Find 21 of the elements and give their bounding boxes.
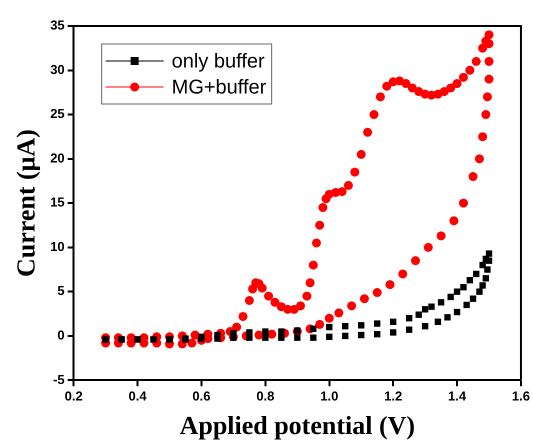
x-tick-label: 1.6 — [512, 388, 530, 404]
x-tick-label: 0.2 — [64, 388, 83, 404]
x-tick-label: 0.8 — [256, 388, 274, 404]
x-tick-label: 1.4 — [448, 388, 467, 404]
y-tick-label: 10 — [50, 238, 65, 254]
y-tick-label: 5 — [57, 283, 65, 298]
x-tick-label: 0.4 — [128, 388, 148, 404]
y-tick-label: 30 — [50, 62, 65, 77]
x-tick-label: 1.0 — [320, 388, 338, 404]
y-tick-label: -5 — [53, 372, 65, 387]
y-tick-label: 20 — [50, 150, 65, 166]
x-axis-title: Applied potential (V) — [180, 411, 416, 440]
x-tick-label: 0.6 — [192, 388, 210, 404]
legend-label: only buffer — [172, 50, 266, 73]
y-axis-title: Current (μA) — [11, 129, 40, 278]
legend-label: MG+buffer — [172, 76, 267, 99]
y-tick-label: 15 — [50, 194, 65, 210]
x-tick-label: 1.2 — [384, 388, 402, 404]
y-tick-label: 25 — [50, 106, 65, 122]
y-tick-label: 35 — [50, 18, 65, 33]
y-tick-label: 0 — [57, 328, 65, 343]
